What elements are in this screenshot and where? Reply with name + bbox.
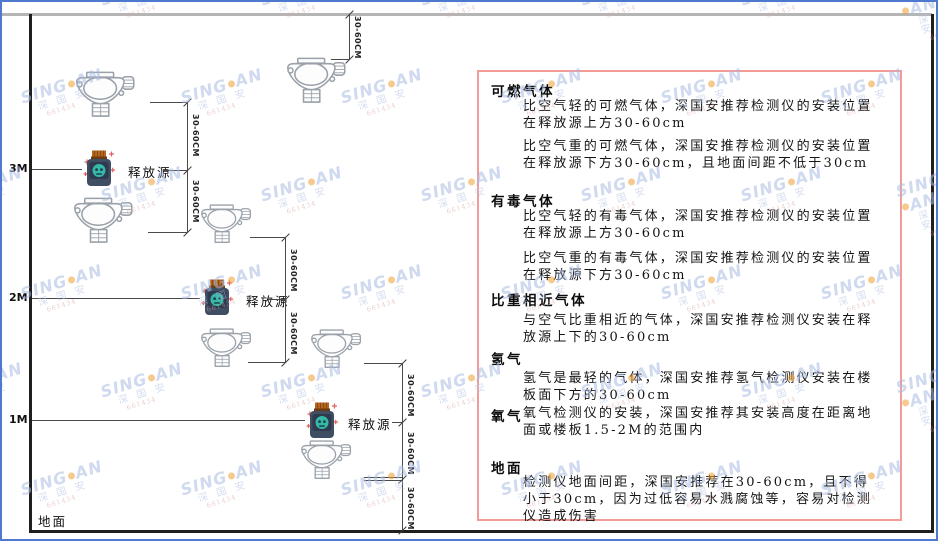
release-source-icon-1m	[305, 402, 339, 442]
dimension-line	[402, 363, 403, 531]
section-paragraph: 比空气重的有毒气体，深国安推荐检测仪的安装位置在释放源下方30-60cm	[523, 251, 873, 283]
dimension-line	[187, 102, 188, 232]
section-paragraph: 氢气是最轻的气体，深国安推荐氢气检测仪安装在楼板面下方的30-60cm	[523, 371, 873, 403]
watermark-dot-icon	[67, 471, 76, 480]
section-paragraph: 比空气重的可燃气体，深国安推荐检测仪的安装位置在释放源下方30-60cm，且地面…	[523, 139, 873, 171]
watermark-dot-icon	[147, 373, 156, 382]
watermark-dot-icon	[67, 275, 76, 284]
release-source-label-3m: 释放源	[128, 165, 172, 180]
extension-line	[248, 362, 286, 363]
release-source-label-1m: 释放源	[348, 417, 392, 432]
gas-detector-icon-3m-upper	[72, 70, 136, 118]
release-source-icon-2m	[200, 279, 234, 319]
extension-line	[364, 363, 403, 364]
ground-label: 地面	[38, 514, 68, 529]
section-heading-flammable-gas: 可燃气体	[491, 84, 555, 100]
extension-line	[331, 59, 350, 60]
dimension-label: 30-60CM	[191, 114, 200, 157]
extension-line	[364, 480, 403, 481]
section-paragraph: 与空气比重相近的气体，深国安推荐检测仪安装在释放源上下的30-60cm	[523, 313, 873, 345]
section-heading-toxic-gas: 有毒气体	[491, 194, 555, 210]
right-wall-line	[931, 14, 934, 532]
level-line-3m	[32, 169, 82, 170]
dimension-line	[349, 14, 350, 59]
dimension-label: 30-60CM	[289, 312, 298, 355]
level-label-2m: 2M	[9, 291, 28, 304]
dimension-label: 30-60CM	[191, 180, 200, 223]
watermark-dot-icon	[387, 471, 396, 480]
floor-line	[29, 530, 934, 533]
section-paragraph: 比空气轻的可燃气体，深国安推荐检测仪的安装位置在释放源上方30-60cm	[523, 99, 873, 131]
extension-line	[268, 299, 286, 300]
extension-line	[148, 232, 188, 233]
section-heading-similar-density-gas: 比重相近气体	[491, 293, 587, 309]
gas-detector-icon-1m-lower	[298, 439, 352, 480]
level-line-1m	[32, 420, 305, 421]
extension-line	[364, 477, 403, 478]
extension-line	[250, 237, 286, 238]
gas-detector-icon-2m-lower	[198, 327, 252, 368]
release-source-icon-3m	[82, 150, 116, 190]
watermark-dot-icon	[227, 79, 236, 88]
ceiling-line	[2, 13, 932, 16]
dimension-label: 30-60CM	[406, 487, 415, 530]
gas-detector-icon-3m-lower	[70, 196, 134, 244]
watermark-dot-icon	[307, 177, 316, 186]
gas-detector-icon-2m-upper	[198, 203, 252, 244]
watermark-dot-icon	[387, 79, 396, 88]
extension-line	[392, 422, 403, 423]
extension-line	[164, 170, 188, 171]
dimension-label: 30-60CM	[289, 249, 298, 292]
watermark-dot-icon	[467, 373, 476, 382]
section-paragraph: 比空气轻的有毒气体，深国安推荐检测仪的安装位置在释放源上方30-60cm	[523, 209, 873, 241]
dimension-label: 30-60CM	[406, 374, 415, 417]
watermark-dot-icon	[901, 398, 911, 408]
installation-guideline-panel: 可燃气体 比空气轻的可燃气体，深国安推荐检测仪的安装位置在释放源上方30-60c…	[477, 70, 902, 524]
section-paragraph: 检测仪地面间距，深国安推荐在30-60cm，且不得小于30cm，因为过低容易水溅…	[523, 475, 872, 524]
left-wall-line	[29, 14, 32, 532]
section-heading-oxygen: 氧气	[491, 409, 523, 425]
watermark-dot-icon	[227, 471, 236, 480]
section-heading-hydrogen: 氢气	[491, 352, 523, 368]
release-source-label-2m: 释放源	[246, 294, 290, 309]
watermark-dot-icon	[387, 275, 396, 284]
section-heading-ground: 地面	[491, 461, 523, 477]
watermark-dot-icon	[467, 177, 476, 186]
watermark-dot-icon	[901, 202, 911, 212]
section-paragraph: 氧气检测仪的安装，深国安推荐其安装高度在距离地面或楼板1.5-2M的范围内	[523, 406, 873, 438]
level-line-2m	[32, 298, 200, 299]
extension-line	[150, 102, 188, 103]
level-label-1m: 1M	[9, 413, 28, 426]
dimension-label: 30-60CM	[353, 16, 362, 59]
gas-detector-icon-1m-upper	[308, 328, 362, 369]
gas-detector-icon-ceiling	[283, 56, 347, 104]
watermark-dot-icon	[307, 373, 316, 382]
dimension-label: 30-60CM	[406, 432, 415, 475]
level-label-3m: 3M	[9, 162, 28, 175]
